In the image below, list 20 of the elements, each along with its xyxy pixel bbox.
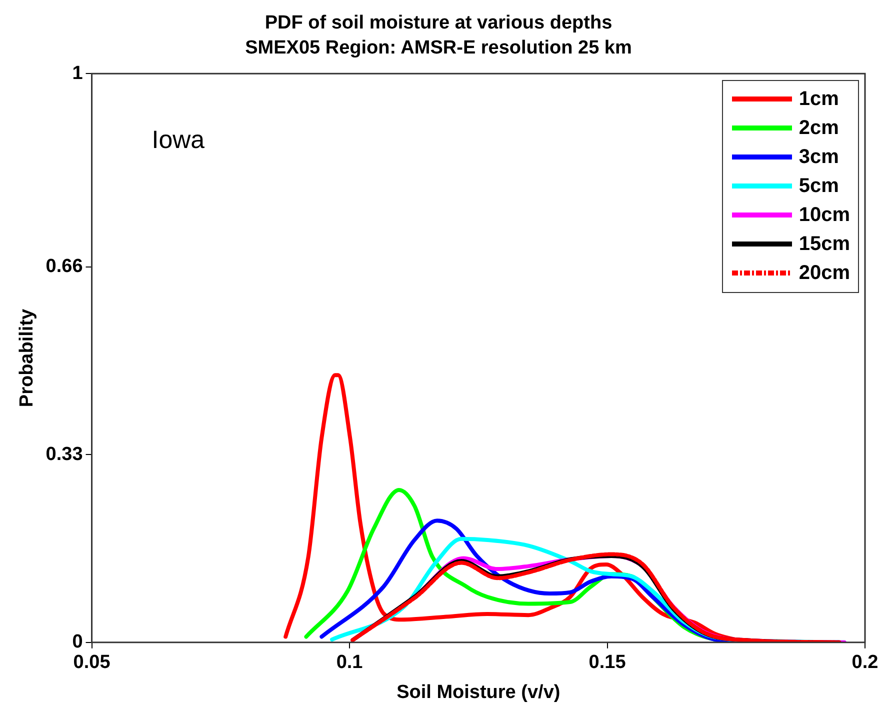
- chart-title: PDF of soil moisture at various depths: [264, 12, 612, 34]
- chart-subtitle: SMEX05 Region: AMSR-E resolution 25 km: [245, 37, 632, 58]
- legend-label: 2cm: [798, 116, 839, 140]
- legend-label: 5cm: [798, 174, 839, 198]
- x-tick-label: 0.05: [73, 652, 111, 674]
- y-tick-label: 0: [72, 632, 83, 653]
- legend-label: 15cm: [798, 232, 850, 256]
- x-axis-title: Soil Moisture (v/v): [396, 682, 560, 703]
- legend-label: 1cm: [798, 88, 839, 111]
- y-tick-label: 0.33: [46, 444, 83, 465]
- legend-label: 3cm: [798, 146, 839, 169]
- legend-label: 10cm: [798, 204, 850, 227]
- y-tick-label: 1: [72, 62, 84, 84]
- y-tick-label: 0.66: [46, 256, 83, 278]
- x-tick-label: 0.1: [336, 652, 364, 674]
- x-tick-label: 0.15: [588, 652, 626, 674]
- y-axis-title: Probability: [16, 308, 38, 408]
- annotation: Iowa: [152, 126, 205, 154]
- legend-label: 20cm: [798, 262, 850, 285]
- x-tick-label: 0.2: [852, 652, 878, 674]
